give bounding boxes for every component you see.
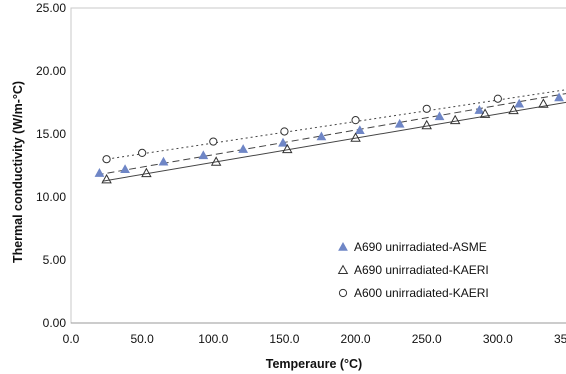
y-tick-label: 15.00 xyxy=(36,127,66,141)
data-point-series-1 xyxy=(198,150,209,160)
y-tick-label: 5.00 xyxy=(43,253,67,267)
x-tick-label: 50.0 xyxy=(130,332,154,346)
data-point-series-2 xyxy=(449,114,461,125)
data-point-series-2 xyxy=(141,167,152,178)
y-axis-ticks: 0.00 5.00 10.00 15.00 20.00 25.00 xyxy=(36,1,66,330)
data-point-series-1 xyxy=(316,131,327,141)
trendline-solid xyxy=(102,101,566,182)
x-tick-label: 250.0 xyxy=(412,332,442,346)
x-tick-label: 0.0 xyxy=(63,332,80,346)
data-point-series-1 xyxy=(120,164,130,174)
data-markers xyxy=(94,92,564,184)
data-point-series-2 xyxy=(210,156,222,166)
y-tick-label: 0.00 xyxy=(43,316,67,330)
data-point-series-2 xyxy=(538,98,549,108)
y-tick-label: 20.00 xyxy=(36,64,66,78)
legend-marker-3 xyxy=(338,288,348,298)
data-point-series-3 xyxy=(351,116,360,125)
x-tick-label: 350.0 xyxy=(554,332,566,346)
data-point-series-1 xyxy=(278,137,288,147)
data-point-series-2 xyxy=(101,173,112,184)
legend: A690 unirradiated-ASME A690 unirradiated-… xyxy=(337,240,489,300)
legend-label: A600 unirradiated-KAERI xyxy=(354,286,489,300)
data-point-series-1 xyxy=(554,92,564,102)
data-point-series-3 xyxy=(280,127,289,136)
legend-label: A690 unirradiated-KAERI xyxy=(354,263,489,277)
x-tick-label: 300.0 xyxy=(483,332,513,346)
trendline-dotted xyxy=(102,89,566,161)
data-point-series-3 xyxy=(209,137,218,146)
data-point-series-1 xyxy=(434,111,445,121)
legend-marker-2 xyxy=(337,264,349,275)
data-point-series-1 xyxy=(474,105,485,114)
plot-area xyxy=(70,7,566,324)
data-point-series-1 xyxy=(238,144,249,153)
x-tick-label: 200.0 xyxy=(341,332,371,346)
y-axis-label: Thermal conductivity (W/m-°C) xyxy=(11,81,25,263)
data-point-series-1 xyxy=(158,156,169,166)
trendline-dashed xyxy=(96,93,566,176)
legend-marker-1 xyxy=(338,241,348,251)
x-axis-ticks: 0.0 50.0 100.0 150.0 200.0 250.0 300.0 350.0 xyxy=(63,332,566,346)
y-tick-label: 10.00 xyxy=(36,190,66,204)
data-point-series-2 xyxy=(479,108,491,118)
data-point-series-1 xyxy=(394,118,405,128)
data-point-series-2 xyxy=(282,143,293,154)
data-point-series-3 xyxy=(102,155,111,164)
data-point-series-3 xyxy=(138,148,147,157)
data-point-series-2 xyxy=(421,119,432,130)
y-tick-label: 25.00 xyxy=(36,1,66,15)
legend-label: A690 unirradiated-ASME xyxy=(354,240,487,254)
trendlines xyxy=(96,89,566,182)
data-point-series-3 xyxy=(422,104,431,113)
data-point-series-1 xyxy=(94,168,105,177)
x-axis-label: Temperaure (°C) xyxy=(266,357,362,371)
data-point-series-1 xyxy=(354,125,365,134)
data-point-series-2 xyxy=(350,132,361,142)
x-tick-label: 100.0 xyxy=(198,332,228,346)
data-point-series-1 xyxy=(514,98,525,108)
data-point-series-3 xyxy=(493,94,502,103)
data-point-series-2 xyxy=(508,104,519,115)
x-tick-label: 150.0 xyxy=(269,332,299,346)
